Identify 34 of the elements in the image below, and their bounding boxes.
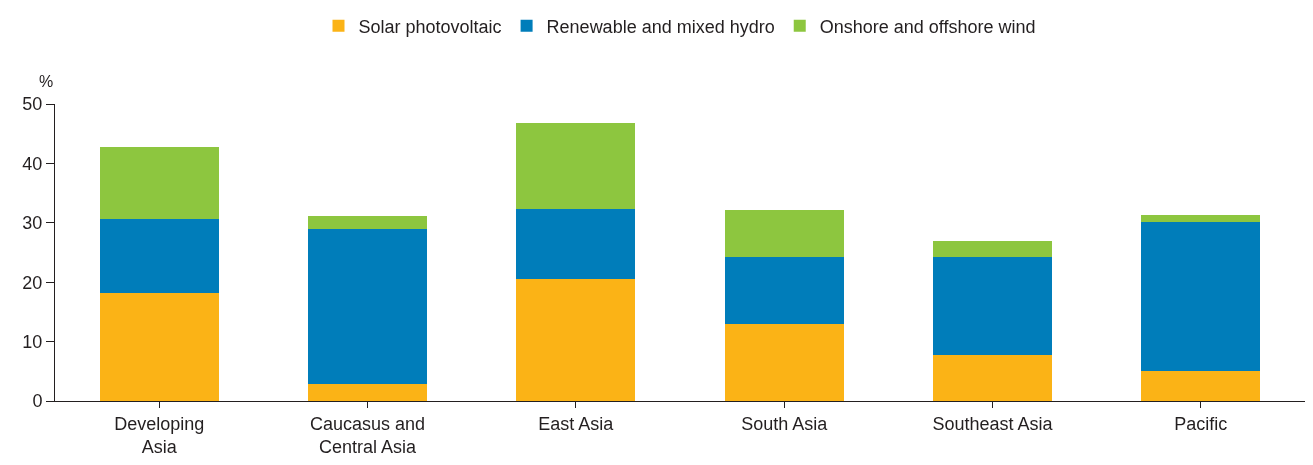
x-tick-label: East Asia	[538, 413, 615, 434]
bar	[933, 256, 1052, 356]
x-tick-label: Developing Asia	[114, 413, 205, 457]
x-tick-label: South Asia	[741, 413, 829, 434]
bar	[99, 218, 219, 294]
bar	[516, 209, 636, 280]
bar	[99, 293, 219, 401]
bar	[308, 383, 427, 401]
y-tick-label: 40	[22, 153, 43, 174]
y-tick-label: 10	[22, 331, 43, 352]
bar	[99, 147, 219, 219]
bar	[933, 241, 1052, 257]
bar	[308, 216, 427, 230]
bar	[1141, 215, 1261, 222]
y-tick-label: 0	[32, 391, 43, 412]
bar	[1141, 371, 1261, 401]
bar	[1141, 221, 1261, 372]
bar	[724, 209, 844, 258]
bar	[933, 355, 1052, 401]
bar	[308, 229, 427, 384]
y-tick-label: 50	[22, 94, 43, 115]
y-axis-title: %	[39, 73, 54, 90]
x-tick-label: Southeast Asia	[932, 413, 1054, 434]
y-tick-label: 20	[22, 272, 43, 293]
legend-label: Onshore and offshore wind	[819, 16, 1036, 37]
legend-label: Renewable and mixed hydro	[546, 16, 775, 37]
bar	[516, 279, 636, 401]
x-tick-label: Pacific	[1174, 413, 1228, 434]
bar	[516, 123, 636, 210]
bar	[724, 323, 844, 401]
y-tick-label: 30	[22, 213, 43, 234]
x-tick-label: Caucasus and Central Asia	[309, 413, 426, 457]
bar	[724, 257, 844, 324]
legend-label: Solar photovoltaic	[358, 16, 502, 37]
